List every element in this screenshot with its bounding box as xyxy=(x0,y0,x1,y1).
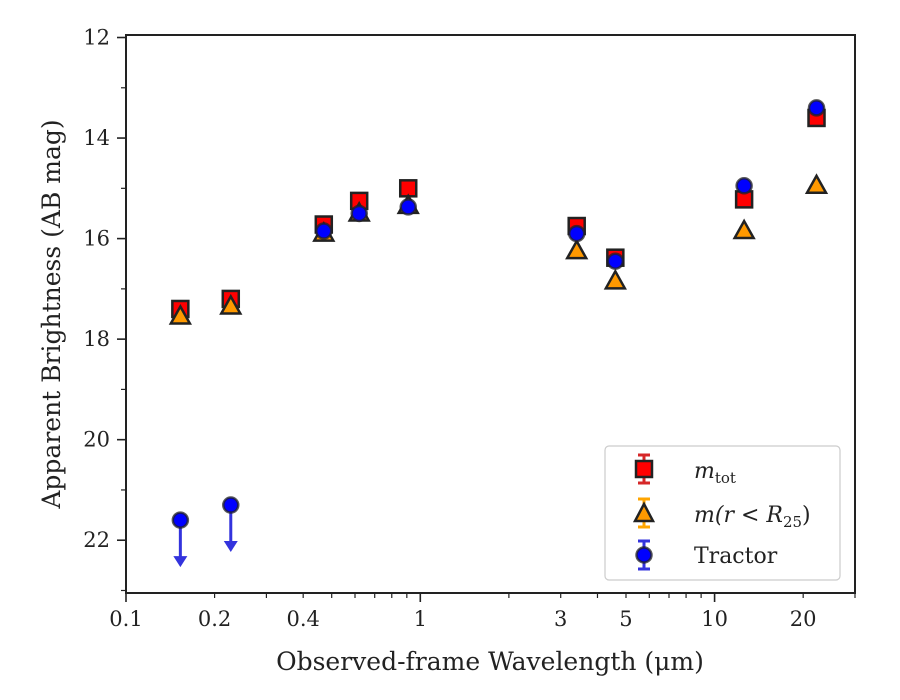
legend-label-m-tot: mtot xyxy=(694,459,736,487)
legend: mtot m(r < R25) Tractor xyxy=(604,445,841,581)
y-tick-label: 18 xyxy=(83,327,110,351)
legend-marker-m-tot xyxy=(634,453,654,485)
y-tick-label: 12 xyxy=(83,26,110,50)
x-tick-label: 20 xyxy=(790,607,817,631)
y-tick-label: 22 xyxy=(83,528,110,552)
point-tractor xyxy=(399,198,417,216)
point-tractor xyxy=(807,99,826,117)
point-tractor xyxy=(171,511,190,529)
x-tick-label: 0.2 xyxy=(198,607,231,631)
upper-limit-arrowhead xyxy=(223,541,238,553)
point-tractor xyxy=(606,252,625,270)
x-tick-label: 10 xyxy=(701,607,728,631)
legend-box xyxy=(604,445,841,581)
x-axis-label: Observed-frame Wavelength (μm) xyxy=(276,647,704,676)
point-m-r25 xyxy=(732,218,756,240)
upper-limit-arrowhead xyxy=(173,556,188,568)
legend-marker-m-r25 xyxy=(632,497,656,529)
legend-label-tractor: Tractor xyxy=(694,544,778,569)
y-tick-label: 16 xyxy=(83,227,110,251)
legend-marker-tractor xyxy=(635,539,653,571)
point-tractor xyxy=(222,496,240,514)
x-tick-label: 0.1 xyxy=(109,607,142,631)
x-tick-label: 5 xyxy=(619,607,632,631)
data-markers xyxy=(168,99,829,568)
point-tractor xyxy=(567,224,586,243)
x-tick-label: 3 xyxy=(554,607,567,631)
y-tick-label: 14 xyxy=(83,126,110,150)
point-m-r25 xyxy=(168,303,192,325)
y-axis-ticks: 12 14 16 18 20 22 xyxy=(83,26,126,592)
point-tractor xyxy=(315,222,333,240)
point-m-r25 xyxy=(219,293,243,315)
x-tick-label: 0.4 xyxy=(286,607,319,631)
point-m-r25 xyxy=(603,268,627,290)
y-tick-label: 20 xyxy=(83,428,110,452)
point-m-r25 xyxy=(804,173,829,195)
legend-label-m-r25: m(r < R25) xyxy=(694,503,811,531)
x-tick-label: 1 xyxy=(414,607,427,631)
plot-frame xyxy=(125,34,856,594)
x-axis-ticks: 0.1 0.2 0.4 1 3 5 10 20 xyxy=(109,593,856,631)
y-axis-label: Apparent Brightness (AB mag) xyxy=(37,119,66,509)
point-m-r25 xyxy=(565,238,589,260)
point-tractor xyxy=(735,177,753,195)
point-tractor xyxy=(350,204,368,223)
